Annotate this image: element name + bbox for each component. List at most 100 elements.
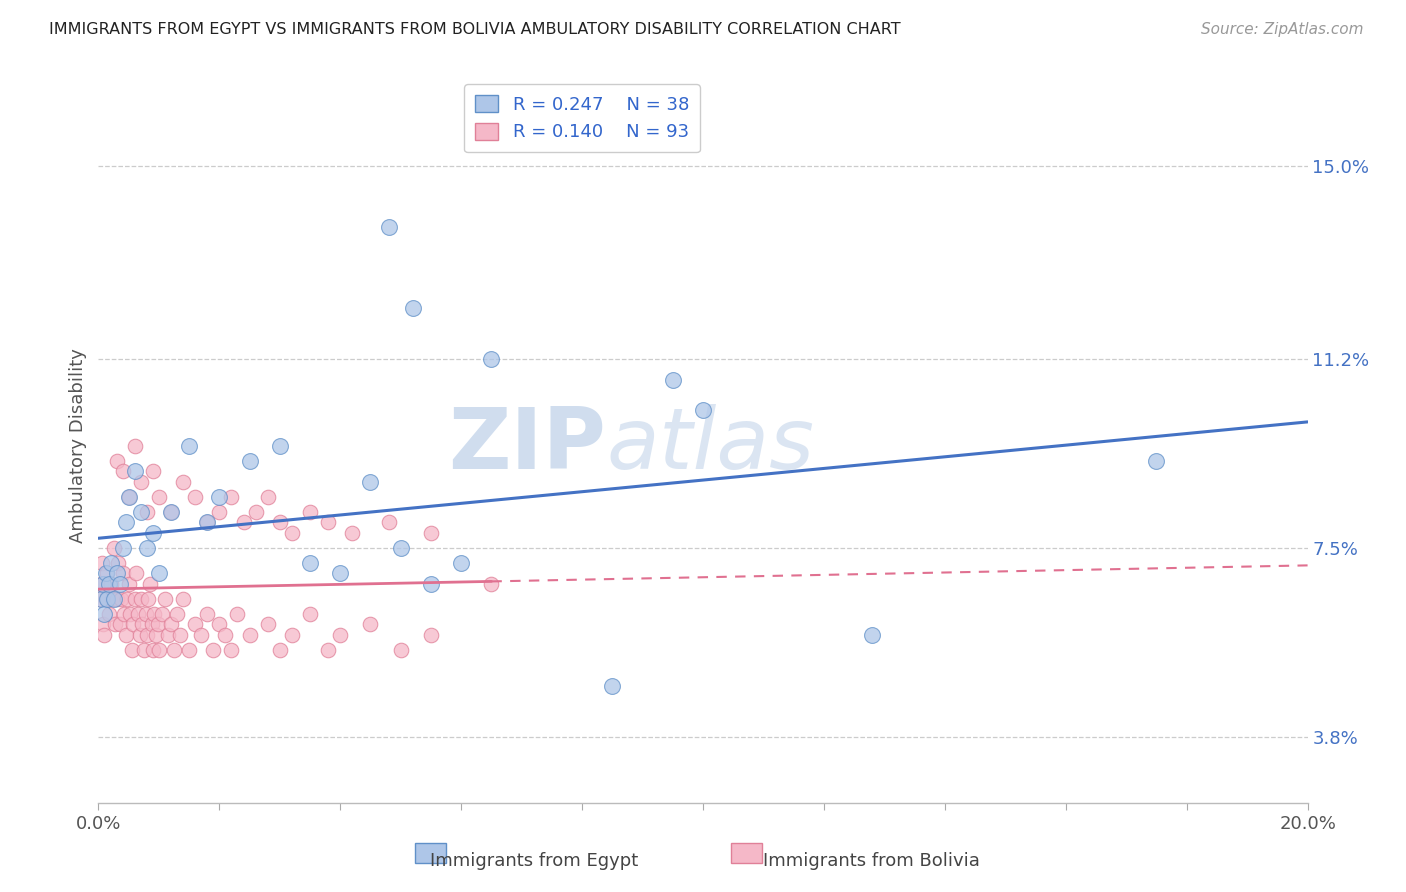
Point: [118, 607, 141, 622]
Point: [91, 556, 114, 570]
Point: [90, 591, 112, 606]
Point: [103, 591, 125, 606]
Point: [118, 490, 141, 504]
Point: [142, 465, 165, 479]
Point: [91, 576, 114, 591]
Point: [129, 591, 152, 606]
Point: [389, 643, 412, 657]
Point: [128, 627, 150, 641]
Point: [360, 475, 382, 489]
Point: [125, 566, 148, 581]
Point: [100, 576, 122, 591]
Point: [602, 679, 624, 693]
Point: [124, 465, 146, 479]
Point: [329, 627, 352, 641]
Point: [377, 219, 399, 234]
Point: [96, 566, 118, 581]
Point: [94, 591, 117, 606]
Point: [450, 556, 472, 570]
Point: [129, 505, 152, 519]
Point: [184, 617, 207, 632]
Point: [299, 505, 322, 519]
Point: [98, 607, 121, 622]
Point: [208, 617, 231, 632]
Point: [124, 439, 146, 453]
Point: [135, 505, 157, 519]
Point: [135, 541, 157, 555]
Point: [93, 627, 115, 641]
Point: [124, 591, 146, 606]
Point: [195, 516, 218, 530]
Point: [420, 576, 443, 591]
Point: [122, 617, 145, 632]
Point: [172, 591, 194, 606]
Point: [221, 643, 243, 657]
Point: [377, 516, 399, 530]
Point: [112, 607, 135, 622]
Point: [135, 627, 157, 641]
Point: [108, 617, 131, 632]
Point: [118, 576, 141, 591]
Y-axis label: Ambulatory Disability: Ambulatory Disability: [69, 349, 87, 543]
Point: [143, 607, 166, 622]
Point: [94, 566, 117, 581]
Point: [269, 516, 291, 530]
Point: [100, 556, 122, 570]
Point: [105, 591, 128, 606]
Point: [169, 627, 191, 641]
Point: [90, 576, 112, 591]
Point: [172, 475, 194, 489]
Point: [89, 591, 111, 606]
Point: [117, 591, 139, 606]
Point: [202, 643, 225, 657]
Point: [481, 352, 503, 367]
Point: [111, 541, 134, 555]
Point: [136, 591, 159, 606]
Point: [269, 439, 291, 453]
Text: IMMIGRANTS FROM EGYPT VS IMMIGRANTS FROM BOLIVIA AMBULATORY DISABILITY CORRELATI: IMMIGRANTS FROM EGYPT VS IMMIGRANTS FROM…: [49, 22, 901, 37]
Point: [103, 541, 125, 555]
Point: [163, 643, 186, 657]
Point: [139, 576, 162, 591]
Point: [1146, 454, 1168, 468]
Point: [299, 556, 322, 570]
Point: [93, 607, 115, 622]
Point: [110, 591, 132, 606]
Point: [179, 643, 201, 657]
Point: [160, 617, 183, 632]
Point: [269, 643, 291, 657]
Point: [105, 566, 128, 581]
Point: [114, 627, 136, 641]
Point: [256, 617, 278, 632]
Point: [145, 627, 167, 641]
Point: [239, 627, 262, 641]
Point: [111, 566, 134, 581]
Point: [226, 607, 249, 622]
Point: [148, 566, 170, 581]
Point: [316, 516, 339, 530]
Point: [208, 505, 231, 519]
Point: [389, 541, 412, 555]
Point: [420, 627, 443, 641]
Point: [179, 439, 201, 453]
Point: [316, 643, 339, 657]
Point: [208, 490, 231, 504]
Bar: [415, 843, 446, 863]
Point: [195, 607, 218, 622]
Point: [132, 643, 155, 657]
Point: [232, 516, 254, 530]
Text: Immigrants from Egypt: Immigrants from Egypt: [430, 852, 638, 870]
Point: [692, 403, 714, 417]
Point: [195, 516, 218, 530]
Legend: R = 0.247    N = 38, R = 0.140    N = 93: R = 0.247 N = 38, R = 0.140 N = 93: [464, 84, 700, 153]
Point: [661, 373, 683, 387]
Point: [129, 475, 152, 489]
Point: [166, 607, 188, 622]
Point: [141, 617, 163, 632]
Point: [135, 607, 157, 622]
Point: [142, 643, 165, 657]
Point: [146, 617, 169, 632]
Point: [860, 627, 883, 641]
Point: [107, 556, 129, 570]
Point: [402, 301, 425, 316]
